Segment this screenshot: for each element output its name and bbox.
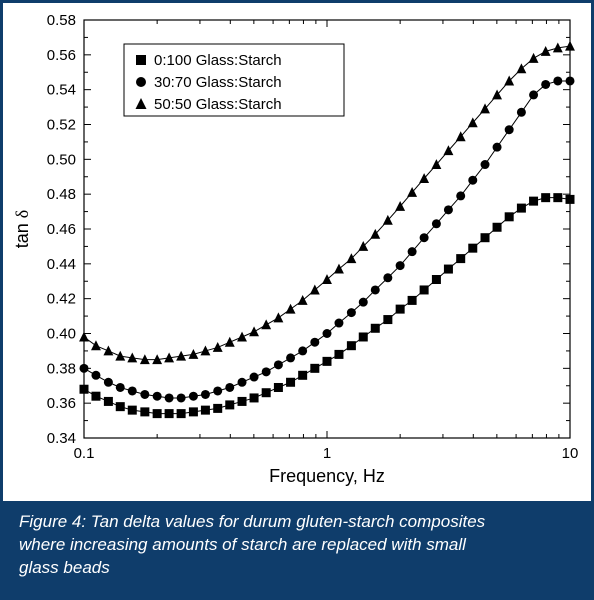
svg-text:50:50 Glass:Starch: 50:50 Glass:Starch [154,96,282,113]
svg-text:0.38: 0.38 [47,360,76,377]
figure-caption: Figure 4: Tan delta values for durum glu… [3,501,591,597]
svg-text:0.34: 0.34 [47,430,76,447]
svg-text:0:100 Glass:Starch: 0:100 Glass:Starch [154,52,282,69]
svg-text:10: 10 [562,445,579,462]
svg-text:1: 1 [323,445,331,462]
svg-text:0.36: 0.36 [47,395,76,412]
caption-line-3: glass beads [19,557,575,580]
svg-text:0.1: 0.1 [74,445,95,462]
svg-text:0.58: 0.58 [47,12,76,29]
svg-text:0.44: 0.44 [47,256,76,273]
svg-text:0.56: 0.56 [47,47,76,64]
svg-text:0.46: 0.46 [47,221,76,238]
caption-line-1: Figure 4: Tan delta values for durum glu… [19,511,575,534]
svg-text:Frequency, Hz: Frequency, Hz [269,466,385,486]
svg-text:30:70 Glass:Starch: 30:70 Glass:Starch [154,74,282,91]
svg-text:0.50: 0.50 [47,151,76,168]
figure-card: 0.1 1 10 Frequency, Hz 0.34 0.36 0.38 0.40 0.42 0… [0,0,594,600]
svg-text:0.48: 0.48 [47,186,76,203]
svg-text:0.54: 0.54 [47,82,76,99]
chart-svg: 0.1 1 10 Frequency, Hz 0.34 0.36 0.38 0.40 0.42 0… [6,6,590,498]
svg-text:tan δ: tan δ [12,210,32,249]
svg-text:0.40: 0.40 [47,326,76,343]
caption-line-2: where increasing amounts of starch are r… [19,534,575,557]
svg-text:0.52: 0.52 [47,117,76,134]
chart-area: 0.1 1 10 Frequency, Hz 0.34 0.36 0.38 0.40 0.42 0… [6,6,588,498]
svg-text:0.42: 0.42 [47,291,76,308]
